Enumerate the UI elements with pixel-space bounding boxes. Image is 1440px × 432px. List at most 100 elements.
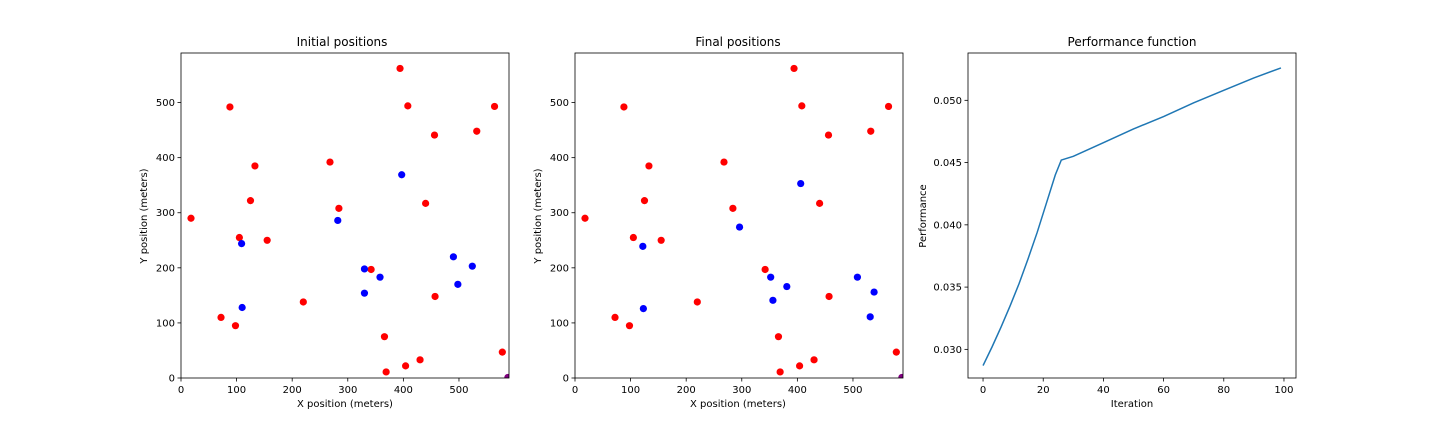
- performance-line: [982, 67, 1282, 366]
- red-point: [235, 233, 243, 242]
- x-tick-label: 0: [572, 385, 578, 396]
- marks-layer: [581, 64, 903, 378]
- x-axis-label: X position (meters): [690, 399, 786, 410]
- blue-point: [238, 303, 246, 312]
- plot-area: 0 100 200 300 400 500 0 100 200 300 400 500: [156, 64, 509, 396]
- y-axis-label: Performance: [918, 184, 929, 247]
- y-tick-label: 0.030: [933, 345, 962, 356]
- red-point: [263, 236, 271, 244]
- red-point: [729, 204, 737, 212]
- y-tick-label: 0.035: [933, 283, 962, 294]
- red-point: [380, 333, 389, 341]
- axes-frame: [967, 52, 1297, 379]
- red-point: [798, 102, 806, 110]
- blue-point: [853, 273, 862, 281]
- blue-point: [735, 223, 744, 231]
- red-point: [430, 131, 439, 139]
- x-axis-label: Iteration: [1111, 399, 1153, 410]
- blue-point: [769, 296, 777, 304]
- blue-point: [360, 265, 369, 273]
- y-axis-label: Y position (meters): [533, 168, 544, 264]
- plot-area: 0 20 40 60 80 100 0.030 0.035 0.040 0.045 0.050: [933, 67, 1294, 396]
- red-point: [774, 333, 783, 341]
- red-point: [581, 214, 589, 222]
- red-point: [640, 197, 649, 205]
- red-point: [795, 362, 804, 370]
- red-point: [761, 265, 769, 274]
- y-tick-label: 400: [550, 153, 569, 164]
- red-point: [645, 162, 653, 170]
- x-tick-label: 400: [788, 385, 807, 396]
- red-point: [693, 298, 701, 306]
- chart-title: Final positions: [695, 35, 780, 49]
- x-tick-label: 0: [980, 385, 986, 396]
- blue-point: [866, 313, 874, 321]
- y-tick-label: 100: [550, 318, 569, 329]
- blue-point: [360, 289, 369, 297]
- y-tick-label: 0: [563, 374, 569, 385]
- blue-point: [639, 242, 647, 250]
- red-point: [217, 313, 225, 322]
- red-point: [892, 348, 900, 356]
- blue-point: [376, 273, 384, 281]
- red-point: [657, 236, 665, 244]
- blue-point: [797, 179, 805, 188]
- y-tick-label: 200: [550, 263, 569, 274]
- x-tick-label: 200: [677, 385, 696, 396]
- x-tick-label: 500: [449, 385, 468, 396]
- blue-point: [334, 216, 342, 225]
- y-tick-label: 0.050: [933, 96, 962, 107]
- red-point: [824, 131, 833, 139]
- red-point: [490, 102, 499, 111]
- blue-point: [468, 262, 476, 270]
- red-point: [404, 102, 412, 110]
- x-tick-label: 500: [843, 385, 862, 396]
- red-point: [884, 102, 893, 111]
- red-point: [401, 362, 410, 370]
- red-point: [422, 199, 430, 207]
- red-point: [720, 158, 728, 166]
- x-tick-label: 0: [178, 385, 184, 396]
- red-point: [396, 64, 404, 73]
- red-point: [382, 368, 390, 376]
- red-point: [416, 356, 424, 364]
- red-point: [498, 348, 506, 356]
- x-tick-label: 100: [1274, 385, 1293, 396]
- axes-frame: [574, 52, 904, 379]
- purple-point: [504, 373, 509, 378]
- blue-point: [449, 253, 458, 261]
- chart-title: Performance function: [1068, 35, 1197, 49]
- red-point: [629, 233, 637, 242]
- panel-initial-positions: Initial positions 0 100 200 300 400 500 0 100 20…: [139, 35, 510, 410]
- x-tick-label: 300: [338, 385, 357, 396]
- blue-point: [237, 239, 246, 248]
- marks-layer: [187, 64, 509, 378]
- x-tick-label: 60: [1157, 385, 1170, 396]
- red-point: [246, 197, 255, 205]
- y-tick-label: 400: [156, 153, 175, 164]
- x-tick-label: 40: [1097, 385, 1110, 396]
- y-tick-label: 500: [156, 98, 175, 109]
- y-tick-label: 100: [156, 318, 175, 329]
- y-tick-label: 300: [550, 208, 569, 219]
- red-point: [611, 313, 619, 322]
- x-tick-label: 400: [394, 385, 413, 396]
- y-tick-label: 0.045: [933, 158, 962, 169]
- purple-point: [898, 373, 903, 378]
- blue-point: [398, 171, 406, 179]
- axes-frame: [180, 52, 510, 379]
- panel-performance-function: Performance function 0 20 40 60 80 100 0.030 0.…: [918, 35, 1297, 410]
- red-point: [810, 356, 818, 364]
- blue-point: [870, 288, 878, 296]
- x-tick-label: 300: [732, 385, 751, 396]
- red-point: [825, 292, 833, 301]
- red-point: [231, 322, 240, 330]
- x-axis-label: X position (meters): [297, 399, 393, 410]
- red-point: [473, 127, 481, 135]
- chart-title: Initial positions: [297, 35, 388, 49]
- red-point: [625, 322, 634, 330]
- blue-point: [767, 273, 775, 281]
- marks-layer: [982, 67, 1282, 366]
- red-point: [431, 292, 439, 301]
